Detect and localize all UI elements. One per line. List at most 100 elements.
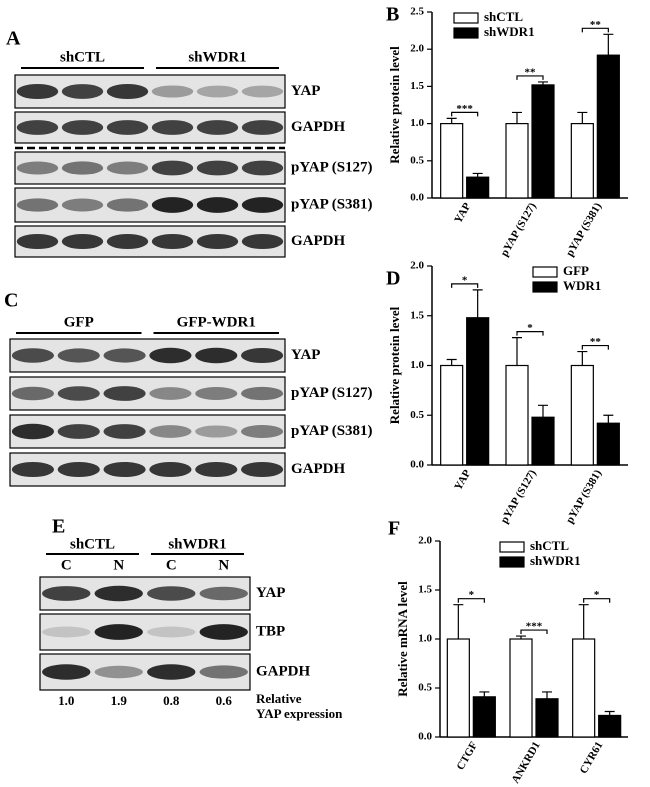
band [42, 626, 91, 638]
y-tick-label: 0.5 [410, 154, 424, 166]
bar [598, 714, 622, 738]
significance-label: ** [590, 19, 602, 31]
x-tick-label: ANKRD1 [509, 740, 542, 786]
band [195, 425, 238, 438]
blot-frame [14, 225, 286, 258]
row-label: GAPDH [291, 233, 345, 249]
band [241, 197, 284, 213]
significance-bracket [451, 283, 479, 288]
row-label: YAP [291, 347, 320, 363]
blot-frame [14, 187, 286, 223]
band [147, 664, 196, 680]
legend-swatch [532, 281, 558, 293]
lane-label: C [61, 557, 72, 573]
band [241, 425, 284, 438]
relative-value: 1.0 [58, 693, 74, 708]
band [11, 423, 54, 440]
error-bar [516, 635, 526, 639]
band [61, 161, 104, 175]
band [103, 386, 146, 401]
band [94, 585, 143, 602]
blot-frame [9, 338, 286, 373]
bar [466, 176, 490, 199]
band [16, 120, 59, 135]
y-tick-label: 1.0 [418, 633, 432, 645]
band [195, 387, 238, 400]
group-label: shCTL [70, 536, 115, 552]
significance-bracket [581, 27, 609, 33]
legend-swatch [499, 556, 525, 568]
y-tick-label: 1.5 [410, 80, 424, 92]
bar [440, 122, 464, 199]
y-tick-label: 2.0 [410, 260, 424, 272]
lane-label: N [218, 557, 229, 573]
band [199, 624, 248, 640]
band [151, 197, 194, 213]
significance-label: *** [456, 103, 473, 115]
legend-label: shCTL [530, 538, 569, 553]
blot-frame [9, 376, 286, 411]
bar [570, 122, 594, 199]
band [241, 347, 284, 364]
band [151, 233, 194, 250]
band [11, 348, 54, 363]
panel-label: A [6, 28, 21, 50]
bar [440, 364, 464, 466]
caption: YAP expression [256, 706, 343, 721]
y-tick-label: 0.0 [410, 459, 424, 471]
band [42, 664, 91, 680]
band [241, 160, 284, 176]
significance-bracket [516, 331, 544, 336]
panel-label: D [386, 268, 400, 290]
error-bar [603, 414, 614, 424]
band [16, 83, 59, 100]
error-bar [512, 337, 522, 366]
error-bar [578, 604, 589, 639]
blot-frame [14, 151, 286, 185]
row-label: YAP [256, 585, 285, 601]
error-bar [603, 33, 614, 56]
row-label: YAP [291, 83, 320, 99]
y-tick-label: 1.5 [418, 584, 432, 596]
error-bar [577, 111, 588, 124]
x-tick-label: pYAP (S127) [498, 467, 538, 525]
legend-label: GFP [563, 263, 589, 278]
band [16, 198, 59, 212]
blot-frame [9, 414, 286, 449]
error-bar [479, 691, 490, 697]
legend-swatch [453, 12, 479, 24]
significance-bracket [520, 629, 548, 635]
significance-bracket [581, 344, 609, 350]
band [199, 665, 248, 679]
y-tick-label: 0.5 [418, 682, 432, 694]
band [196, 120, 239, 135]
band [196, 233, 239, 250]
band [61, 233, 104, 250]
x-tick-label: pYAP (S127) [498, 200, 538, 258]
band [42, 586, 91, 601]
band [147, 586, 196, 601]
band [11, 386, 54, 401]
row-label: GAPDH [256, 663, 310, 679]
caption: Relative [256, 691, 302, 706]
band [149, 425, 192, 438]
band [106, 198, 149, 212]
y-axis-label: Relative protein level [387, 46, 402, 164]
band [16, 161, 59, 175]
band [57, 386, 100, 401]
error-bar [512, 111, 522, 124]
legend-swatch [453, 27, 479, 39]
significance-label: *** [526, 621, 543, 633]
y-axis-label: Relative mRNA level [395, 581, 410, 697]
bar [505, 364, 529, 466]
bar [509, 638, 533, 738]
lane-label: N [113, 557, 124, 573]
row-label: GAPDH [291, 119, 345, 135]
significance-bracket [451, 111, 479, 117]
bar [446, 638, 470, 738]
band [149, 347, 192, 364]
y-tick-label: 2.0 [410, 43, 424, 55]
x-tick-label: pYAP (S381) [564, 200, 604, 258]
band [103, 348, 146, 363]
